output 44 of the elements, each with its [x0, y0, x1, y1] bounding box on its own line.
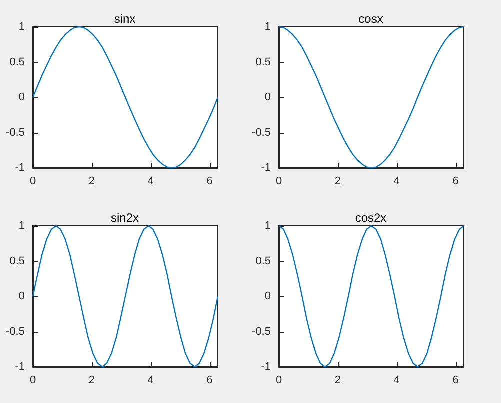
- x-tick-label: 6: [452, 374, 459, 386]
- y-tick-label: -1: [261, 162, 271, 174]
- y-tick-label: -0.5: [252, 126, 271, 139]
- y-tick-label: 0.5: [256, 255, 271, 268]
- x-tick-label: 6: [206, 374, 213, 386]
- y-tick-label: -0.5: [252, 326, 271, 338]
- y-tick-label: -1: [261, 361, 271, 373]
- line-series: [278, 225, 465, 368]
- x-tick-label: 6: [452, 176, 459, 188]
- y-tick-label: -1: [15, 162, 25, 174]
- x-tick-label: 4: [148, 176, 154, 188]
- y-tick-label: 1: [18, 220, 25, 232]
- x-tick-label: 0: [276, 374, 282, 386]
- x-tick-label: 4: [394, 176, 400, 188]
- y-tick-label: 0.5: [256, 56, 271, 68]
- y-tick-label: 0: [18, 290, 25, 302]
- x-tick-label: 2: [334, 176, 341, 188]
- chart-title: sinx: [114, 12, 136, 26]
- x-tick-label: 0: [30, 374, 36, 386]
- x-tick-label: 2: [88, 176, 95, 188]
- y-tick-label: 0: [264, 290, 271, 302]
- y-tick-label: -0.5: [6, 126, 25, 139]
- y-tick-label: 0.5: [10, 255, 25, 268]
- chart-title: cos2x: [355, 211, 387, 225]
- x-tick-label: 4: [394, 374, 400, 386]
- chart-title: cosx: [358, 12, 384, 26]
- y-tick-label: 0: [18, 92, 25, 104]
- y-tick-label: 1: [264, 21, 271, 33]
- x-tick-label: 2: [88, 374, 95, 386]
- y-tick-label: -0.5: [6, 326, 25, 338]
- y-tick-label: 0: [264, 92, 271, 104]
- x-tick-label: 6: [206, 176, 213, 188]
- y-tick-label: 1: [264, 220, 271, 232]
- y-tick-label: -1: [15, 361, 25, 373]
- line-series: [32, 225, 219, 368]
- y-tick-label: 1: [18, 21, 25, 33]
- line-series: [278, 26, 465, 169]
- x-tick-label: 0: [30, 176, 36, 188]
- x-tick-label: 4: [148, 374, 154, 386]
- y-tick-label: 0.5: [10, 56, 25, 68]
- line-series: [32, 26, 219, 169]
- x-tick-label: 0: [276, 176, 282, 188]
- chart-title: sin2x: [110, 211, 140, 225]
- x-tick-label: 2: [334, 374, 341, 386]
